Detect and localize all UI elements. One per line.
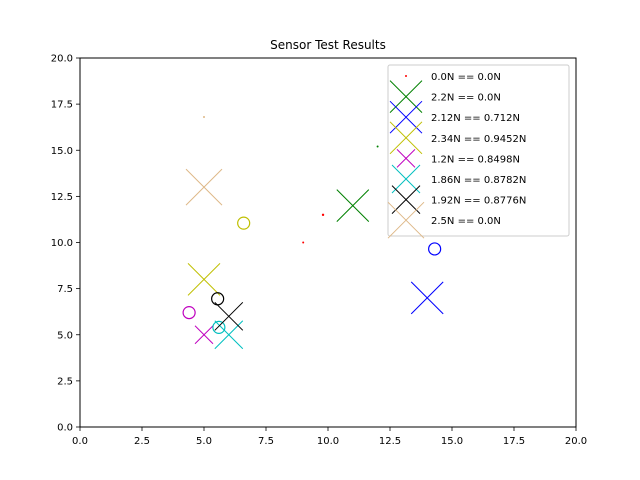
legend-marker-series-3 [389,121,423,155]
data-point-dot-series-0 [302,241,305,244]
y-tick-label: 12.5 [51,192,73,203]
data-point-x-series-3 [187,263,221,296]
legend: 0.0N == 0.0N 2.2N == 0.0N 2.12N == 0.712N 2… [387,64,570,239]
x-tick-label: 2.5 [134,436,150,447]
legend-label: 0.0N == 0.0N [431,72,501,83]
legend-marker-series-0 [405,75,407,77]
legend-label: 1.86N == 0.8782N [431,175,526,186]
legend-label: 1.92N == 0.8776N [431,196,526,207]
x-tick-label: 20.0 [565,436,587,447]
data-point-circle-series-4 [182,306,196,320]
data-point-circle-series-3 [237,216,251,230]
legend-marker-series-6 [391,185,421,214]
plot-marks [182,116,444,350]
data-point-dot-series-7 [203,116,205,119]
axis-ticks: 0.0 2.5 5.0 7.5 10.0 12.5 15.0 17.5 20.0 0.0 2.5 5.… [51,54,587,448]
data-point-x-series-7 [185,168,223,206]
y-tick-label: 10.0 [51,238,73,249]
legend-marker-series-1 [389,80,423,113]
data-point-circle-series-2 [428,242,442,256]
legend-marker-series-4 [396,149,416,168]
y-tick-label: 15.0 [51,146,73,157]
legend-label: 2.12N == 0.712N [431,113,520,124]
x-tick-label: 12.5 [379,436,401,447]
x-tick-label: 7.5 [258,436,274,447]
data-point-dot-series-0 [321,213,325,217]
legend-box [387,64,570,237]
plot-frame [79,57,577,428]
x-tick-label: 17.5 [503,436,525,447]
data-point-x-series-6 [214,301,244,331]
chart-title: Sensor Test Results [270,38,386,52]
y-tick-label: 20.0 [51,54,73,65]
x-tick-label: 5.0 [196,436,212,447]
x-tick-label: 10.0 [317,436,339,447]
x-tick-label: 0.0 [72,436,88,447]
legend-marker-series-7 [387,201,425,239]
y-tick-label: 5.0 [57,330,73,341]
legend-marker-series-5 [391,164,421,194]
legend-label: 1.2N == 0.8498N [431,154,520,165]
data-point-circle-series-5 [212,320,226,334]
data-point-circle-series-6 [211,292,225,306]
data-point-x-series-2 [410,281,444,315]
legend-label: 2.2N == 0.0N [431,93,501,104]
legend-label: 2.34N == 0.9452N [431,134,526,145]
data-point-x-series-4 [194,325,214,345]
legend-label: 2.5N == 0.0N [431,216,501,227]
y-tick-label: 17.5 [51,100,73,111]
y-tick-label: 0.0 [57,423,73,434]
data-point-x-series-1 [336,189,370,222]
x-tick-label: 15.0 [441,436,463,447]
legend-marker-series-2 [389,100,423,134]
y-tick-label: 2.5 [57,376,73,387]
y-tick-label: 7.5 [57,284,73,295]
data-point-dot-series-1 [376,145,379,148]
